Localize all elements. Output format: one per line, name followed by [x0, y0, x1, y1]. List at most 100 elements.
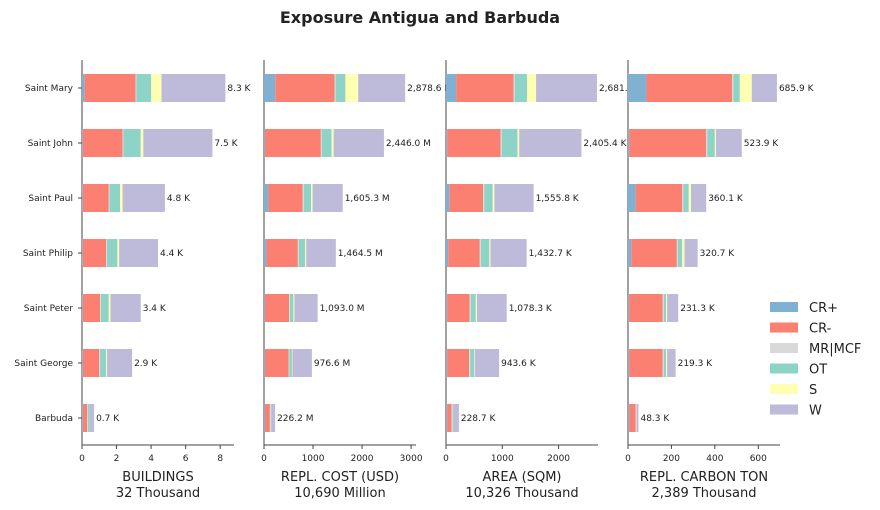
bar-segment: [264, 404, 265, 432]
bar-segment: [136, 74, 152, 102]
bar-segment: [264, 184, 269, 212]
x-tick-label: 3000: [400, 454, 423, 464]
bar-segment: [117, 239, 120, 267]
bar-segment: [264, 239, 267, 267]
bar-segment: [264, 349, 265, 377]
x-tick-label: 0: [625, 454, 631, 464]
x-tick-label: 6: [183, 454, 189, 464]
bar-segment: [82, 294, 101, 322]
bar-segment: [264, 294, 290, 322]
total-label: 219.3 K: [678, 359, 714, 369]
bar-segment: [628, 129, 630, 157]
bar-segment: [270, 404, 272, 432]
total-label: 1,432.7 K: [529, 249, 573, 259]
total-label: 360.1 K: [708, 194, 744, 204]
panel-xlabel: BUILDINGS: [122, 470, 193, 485]
total-label: 48.3 K: [640, 414, 670, 424]
bar-segment: [629, 349, 663, 377]
bar-segment: [635, 184, 683, 212]
bar-segment: [271, 404, 276, 432]
legend-swatch: [770, 384, 798, 394]
category-label: Saint Paul: [28, 194, 73, 204]
total-label: 2.9 K: [134, 359, 158, 369]
bar-segment: [107, 349, 133, 377]
x-tick-label: 200: [663, 454, 680, 464]
legend-label: OT: [809, 363, 827, 378]
x-tick-label: 600: [750, 454, 767, 464]
total-label: 1,078.3 K: [509, 304, 553, 314]
bar-segment: [677, 239, 683, 267]
bar-segment: [302, 184, 304, 212]
legend-swatch: [770, 302, 798, 312]
bar-segment: [733, 74, 740, 102]
bar-segment: [527, 74, 537, 102]
bar-segment: [320, 129, 322, 157]
bar-segment: [108, 184, 110, 212]
panel-sublabel: 32 Thousand: [116, 486, 200, 501]
total-label: 231.3 K: [680, 304, 716, 314]
bar-segment: [536, 74, 597, 102]
bar-segment: [264, 129, 321, 157]
bar-segment: [456, 74, 514, 102]
bar-segment: [122, 184, 165, 212]
bar-segment: [446, 184, 450, 212]
bar-segment: [628, 404, 630, 432]
bar-segment: [335, 74, 346, 102]
bar-segment: [82, 129, 83, 157]
panel-sublabel: 10,326 Thousand: [465, 486, 578, 501]
bar-segment: [514, 74, 528, 102]
bar-segment: [264, 129, 265, 157]
bar-segment: [453, 404, 459, 432]
bar-segment: [87, 404, 89, 432]
bar-segment: [476, 294, 507, 322]
legend-label: S: [809, 383, 817, 398]
bar-segment: [666, 294, 668, 322]
bar-segment: [88, 404, 90, 432]
bar-segment: [715, 129, 742, 157]
total-label: 685.9 K: [779, 84, 815, 94]
total-label: 320.7 K: [700, 249, 736, 259]
x-tick-label: 8: [217, 454, 223, 464]
bar-segment: [288, 349, 290, 377]
legend-label: W: [809, 404, 822, 419]
bar-segment: [82, 404, 88, 432]
bar-segment: [305, 239, 307, 267]
legend-swatch: [770, 404, 798, 415]
total-label: 1,605.3 M: [345, 194, 390, 204]
bar-segment: [446, 404, 448, 432]
bar-segment: [264, 294, 265, 322]
bar-segment: [501, 129, 518, 157]
bar-segment: [646, 74, 733, 102]
bar-segment: [739, 74, 752, 102]
bar-segment: [108, 294, 111, 322]
legend-label: CR-: [809, 322, 832, 337]
x-tick-label: 0: [261, 454, 267, 464]
bar-segment: [358, 74, 406, 102]
bar-segment: [449, 184, 484, 212]
bar-segment: [446, 349, 448, 377]
bar-segment: [470, 349, 475, 377]
category-label: Saint Philip: [23, 249, 73, 259]
bar-segment: [452, 404, 454, 432]
bar-segment: [101, 294, 109, 322]
bar-segment: [331, 129, 334, 157]
bar-segment: [629, 129, 707, 157]
bar-segment: [120, 184, 123, 212]
bar-segment: [107, 239, 118, 267]
bar-segment: [682, 184, 684, 212]
bar-segment: [84, 74, 136, 102]
bar-segment: [82, 294, 83, 322]
bar-segment: [469, 294, 471, 322]
bar-segment: [517, 129, 520, 157]
bar-segment: [264, 349, 289, 377]
total-label: 2,681.4 K: [599, 84, 643, 94]
bar-segment: [82, 184, 83, 212]
x-tick-label: 4: [148, 454, 154, 464]
bar-segment: [446, 239, 449, 267]
bar-segment: [446, 294, 448, 322]
bar-segment: [447, 349, 470, 377]
bar-segment: [289, 294, 294, 322]
x-tick-label: 1000: [491, 454, 514, 464]
bar-segment: [109, 184, 120, 212]
bar-segment: [494, 184, 534, 212]
